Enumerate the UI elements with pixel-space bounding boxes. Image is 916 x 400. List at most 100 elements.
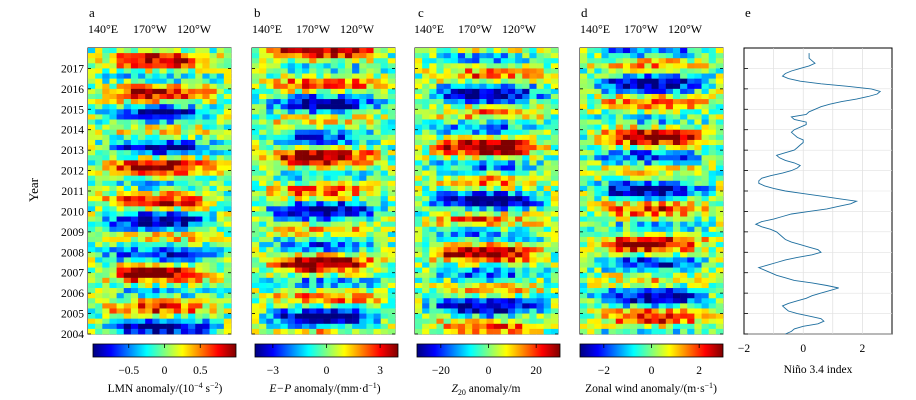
heatmap-cell <box>601 282 609 289</box>
heatmap-cell <box>529 298 537 304</box>
heatmap-cell <box>344 109 353 115</box>
heatmap-cell <box>216 104 225 110</box>
heatmap-cell <box>223 318 232 325</box>
heatmap-cell <box>715 211 724 217</box>
heatmap-cell <box>708 63 717 69</box>
heatmap-cell <box>587 226 595 233</box>
heatmap-cell <box>252 247 260 253</box>
heatmap-cell <box>352 109 360 115</box>
heatmap-cell <box>436 99 444 105</box>
heatmap-cell <box>507 48 516 54</box>
colorbar-tick-label: 0 <box>324 365 330 377</box>
heatmap-cell <box>95 277 103 284</box>
panel-d-year-ticks <box>580 68 723 335</box>
heatmap-cell <box>500 247 509 253</box>
heatmap-cell <box>266 313 274 319</box>
heatmap-cell <box>608 73 617 79</box>
heatmap-cell <box>472 150 480 156</box>
heatmap-cell <box>102 196 110 202</box>
heatmap-cell <box>180 129 189 136</box>
heatmap-cell <box>330 185 339 192</box>
heatmap-cell <box>195 78 203 85</box>
heatmap-cell <box>651 73 659 79</box>
heatmap-cell <box>145 63 153 69</box>
heatmap-cell <box>95 83 103 90</box>
heatmap-cell <box>515 73 523 79</box>
heatmap-cell <box>515 277 523 284</box>
heatmap-cell <box>373 231 381 238</box>
heatmap-cell <box>608 185 617 192</box>
heatmap-cell <box>694 129 702 136</box>
heatmap-cell <box>123 262 132 268</box>
heatmap-cell <box>665 191 674 197</box>
heatmap-cell <box>337 216 346 222</box>
heatmap-cell <box>479 231 487 238</box>
heatmap-cell <box>180 145 189 151</box>
heatmap-cell <box>352 216 360 222</box>
heatmap-cell <box>280 139 289 146</box>
heatmap-cell <box>422 303 430 309</box>
heatmap-cell <box>252 231 260 238</box>
heatmap-cell <box>415 196 423 202</box>
heatmap-cell <box>309 109 317 115</box>
heatmap-cell <box>601 104 609 110</box>
heatmap-cell <box>443 58 452 64</box>
heatmap-cell <box>337 88 346 95</box>
heatmap-cell <box>123 196 132 202</box>
heatmap-cell <box>672 83 681 90</box>
heatmap-cell <box>457 282 466 289</box>
heatmap-cell <box>450 277 459 284</box>
heatmap-cell <box>708 88 717 95</box>
heatmap-cell <box>651 124 659 131</box>
heatmap-cell <box>465 298 473 304</box>
heatmap-cell <box>309 114 317 120</box>
heatmap-cell <box>701 99 709 105</box>
heatmap-cell <box>637 242 645 248</box>
heatmap-cell <box>658 252 667 258</box>
heatmap-cell <box>443 293 452 299</box>
heatmap-cell <box>159 313 167 319</box>
heatmap-cell <box>687 114 695 120</box>
heatmap-cell <box>665 145 674 151</box>
heatmap-cell <box>630 165 638 171</box>
heatmap-cell <box>651 277 659 284</box>
heatmap-cell <box>123 293 132 299</box>
heatmap-cell <box>259 298 267 304</box>
cb-c-title-main: Z <box>451 383 458 395</box>
heatmap-cell <box>180 78 189 85</box>
heatmap-cell <box>608 298 617 304</box>
heatmap-cell <box>380 145 389 151</box>
heatmap-cell <box>252 165 260 171</box>
heatmap-cell <box>294 58 303 64</box>
heatmap-cell <box>373 139 381 146</box>
panel-a-label: a <box>89 5 95 20</box>
heatmap-cell <box>536 150 544 156</box>
heatmap-cell <box>309 150 317 156</box>
year-tick-2014: 2014 <box>61 125 84 137</box>
heatmap-cell <box>380 272 389 279</box>
heatmap-cell <box>209 236 217 243</box>
heatmap-cell <box>166 252 175 258</box>
heatmap-cell <box>436 88 444 95</box>
heatmap-cell <box>694 288 702 294</box>
heatmap-cell <box>457 288 466 294</box>
heatmap-cell <box>550 267 559 274</box>
heatmap-cell <box>429 282 437 289</box>
heatmap-cell <box>550 262 559 268</box>
heatmap-cell <box>658 73 667 79</box>
heatmap-cell <box>373 277 381 284</box>
heatmap-cell <box>280 272 289 279</box>
heatmap-cell <box>429 93 437 100</box>
heatmap-cell <box>273 119 281 125</box>
heatmap-cell <box>644 226 652 233</box>
heatmap-cell <box>337 288 346 294</box>
heatmap-cell <box>166 119 175 125</box>
heatmap-cell <box>380 165 389 171</box>
heatmap-cell <box>522 206 530 212</box>
heatmap-cell <box>500 119 509 125</box>
heatmap-cell <box>715 93 724 100</box>
heatmap-cell <box>323 175 331 182</box>
heatmap-cell <box>88 68 96 74</box>
heatmap-cell <box>515 308 523 314</box>
heatmap-cell <box>529 262 537 268</box>
